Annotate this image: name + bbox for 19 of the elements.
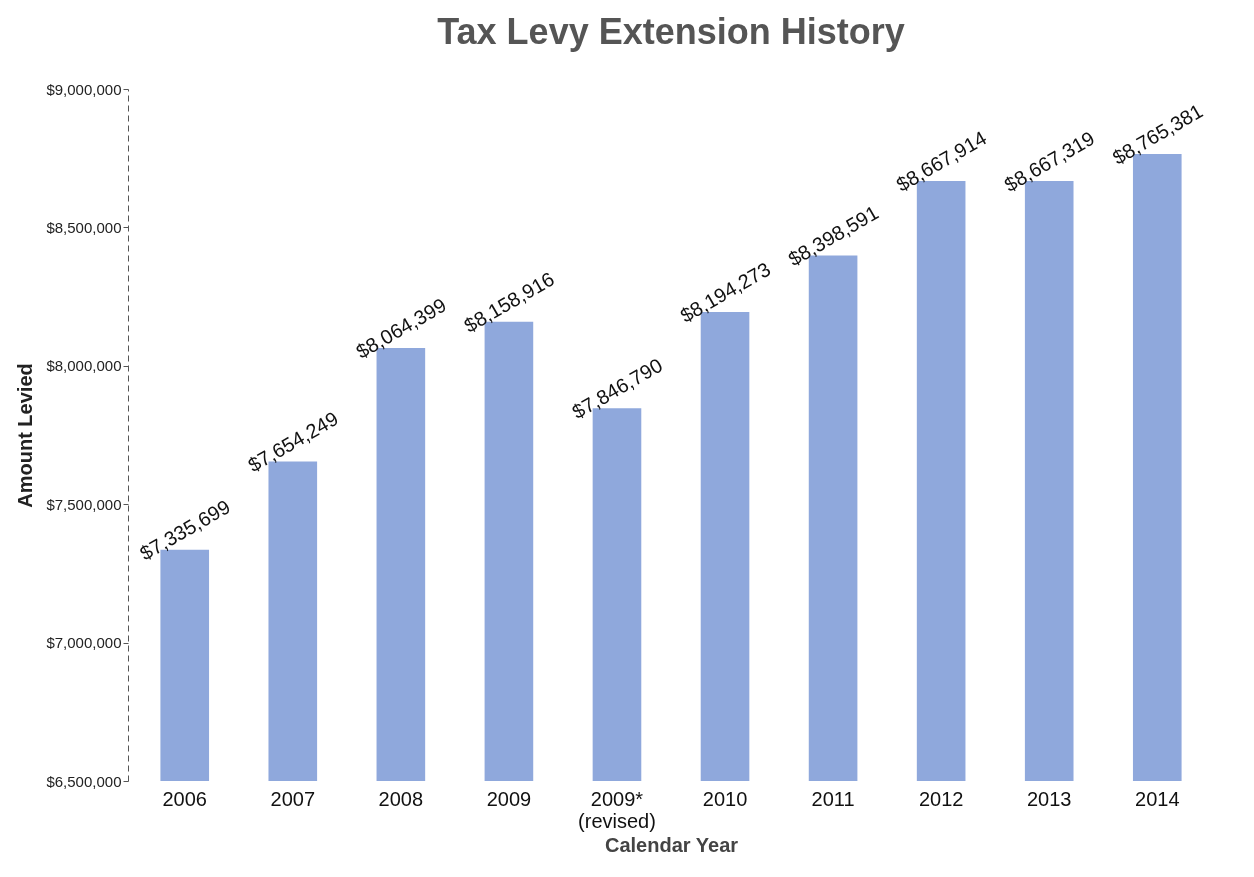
x-tick-label: 2010 <box>702 787 748 810</box>
y-tick-label: $6,500,000 <box>46 772 122 790</box>
y-tick-label: $9,000,000 <box>46 80 122 98</box>
x-tick-label: 2014 <box>1135 787 1180 810</box>
y-tick-label: $8,500,000 <box>46 218 122 236</box>
x-tick-label: 2008 <box>378 787 424 810</box>
y-tick-label: $7,500,000 <box>46 495 122 513</box>
x-tick-label: 2007 <box>270 787 316 810</box>
x-tick-label: 2009 <box>486 787 532 810</box>
x-tick-label: 2012 <box>918 787 964 810</box>
y-tick-label: $7,000,000 <box>46 634 122 652</box>
y-tick-label: $8,000,000 <box>46 357 122 375</box>
x-tick-label: 2011 <box>811 787 855 810</box>
x-tick-label: 2009* (revised) <box>578 787 656 832</box>
x-tick-label: 2013 <box>1026 787 1072 810</box>
x-axis-title: Calendar Year <box>604 833 739 856</box>
x-tick-label: 2006 <box>162 787 207 810</box>
y-axis-title: Amount Levied <box>14 363 37 508</box>
chart-title: Tax Levy Extension History <box>437 11 905 52</box>
